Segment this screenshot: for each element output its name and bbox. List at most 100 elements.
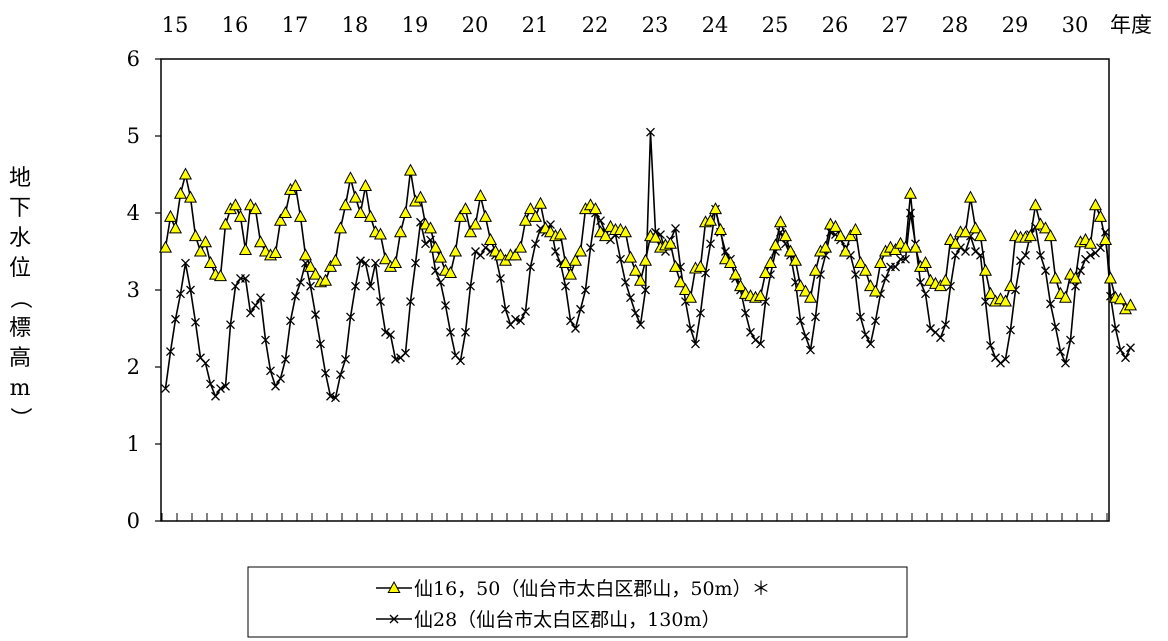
year-label: 20	[462, 13, 489, 37]
data-point-x	[751, 335, 760, 345]
data-point-x	[1086, 250, 1095, 260]
data-point-triangle	[783, 244, 798, 257]
legend: 仙16，50（仙台市太白区郡山，50m）＊ 仙28（仙台市太白区郡山，130m）	[247, 566, 908, 638]
y-axis-label-char: 地	[9, 166, 31, 191]
data-point-triangle	[663, 236, 678, 249]
data-point-triangle	[598, 229, 613, 242]
legend-box	[247, 566, 908, 638]
data-point-triangle	[1028, 198, 1043, 211]
data-point-x	[1061, 358, 1070, 368]
data-point-triangle	[1003, 279, 1018, 292]
y-axis-label-char: 位	[9, 256, 31, 281]
data-point-triangle	[713, 222, 728, 235]
data-point-triangle	[673, 275, 688, 288]
data-point-x	[461, 327, 470, 337]
data-point-x	[171, 314, 180, 324]
data-point-triangle	[188, 229, 203, 242]
data-point-x	[616, 254, 625, 264]
data-point-x	[351, 281, 360, 291]
data-point-x	[941, 320, 950, 330]
data-point-x	[1081, 254, 1090, 264]
data-point-triangle	[633, 273, 648, 286]
data-point-x	[576, 304, 585, 314]
data-point-triangle	[1048, 271, 1063, 284]
data-point-x	[586, 243, 595, 253]
data-point-triangle	[448, 244, 463, 257]
data-point-x	[551, 247, 560, 256]
data-point-triangle	[818, 240, 833, 253]
data-point-x	[971, 247, 980, 256]
data-point-x	[186, 285, 195, 295]
year-label: 18	[342, 13, 369, 37]
data-point-triangle	[1093, 209, 1108, 222]
data-point-triangle	[198, 235, 213, 248]
data-point-triangle	[733, 279, 748, 292]
data-point-triangle	[378, 252, 393, 265]
data-point-triangle	[683, 290, 698, 303]
data-point-x	[996, 358, 1005, 368]
year-label: 19	[402, 13, 429, 37]
data-point-triangle	[358, 179, 373, 192]
data-point-x	[626, 293, 635, 303]
data-point-triangle	[963, 190, 978, 203]
data-point-x	[431, 266, 440, 276]
data-point-x	[1041, 266, 1050, 276]
data-point-x	[216, 384, 225, 394]
year-label: 26	[822, 13, 849, 37]
data-point-triangle	[443, 266, 458, 279]
data-point-x	[361, 258, 370, 268]
data-point-triangle	[483, 232, 498, 245]
data-point-triangle	[1083, 236, 1098, 249]
data-point-triangle	[513, 240, 528, 253]
data-point-x	[756, 339, 765, 349]
data-point-triangle	[918, 256, 933, 269]
year-label: 25	[762, 13, 789, 37]
data-point-triangle	[178, 167, 193, 180]
data-point-x	[411, 258, 420, 268]
data-point-triangle	[723, 256, 738, 269]
data-point-triangle	[553, 227, 568, 240]
data-point-x	[1021, 250, 1030, 260]
data-point-triangle	[293, 209, 308, 222]
data-point-triangle	[1123, 298, 1138, 311]
data-point-x	[1001, 354, 1010, 364]
y-axis-label-char: 高	[9, 346, 31, 371]
legend-items: 仙16，50（仙台市太白区郡山，50m）＊ 仙28（仙台市太白区郡山，130m）	[376, 578, 771, 631]
data-point-triangle	[758, 266, 773, 279]
data-point-triangle	[678, 282, 693, 295]
data-point-triangle	[433, 250, 448, 263]
year-label: 16	[222, 13, 249, 37]
data-point-x	[376, 297, 385, 307]
data-point-x	[221, 381, 230, 391]
data-point-x	[471, 247, 480, 256]
data-point-triangle	[563, 267, 578, 280]
data-point-triangle	[233, 209, 248, 222]
data-point-x	[251, 300, 260, 310]
data-point-x	[801, 331, 810, 341]
year-label: 15	[162, 13, 189, 37]
data-point-x	[326, 391, 335, 401]
data-point-x	[201, 358, 210, 368]
data-point-x	[476, 250, 485, 260]
data-point-triangle	[708, 202, 723, 215]
data-point-x	[871, 316, 880, 326]
data-point-triangle	[338, 198, 353, 211]
series-sen28	[161, 127, 1135, 403]
data-point-triangle	[838, 244, 853, 257]
year-label: 27	[882, 13, 909, 37]
y-tick-label: 2	[127, 355, 140, 379]
data-point-triangle	[508, 248, 523, 261]
data-point-x	[806, 345, 815, 355]
data-point-x	[1096, 243, 1105, 253]
data-point-triangle	[628, 263, 643, 276]
data-point-x	[1121, 353, 1130, 363]
data-point-x	[241, 273, 250, 283]
data-point-triangle	[728, 267, 743, 280]
data-point-triangle	[853, 256, 868, 269]
data-point-triangle	[1038, 221, 1053, 234]
data-point-triangle	[858, 263, 873, 276]
year-label: 22	[582, 13, 609, 37]
data-point-x	[641, 285, 650, 295]
data-point-triangle	[463, 225, 478, 238]
data-point-x	[866, 339, 875, 349]
